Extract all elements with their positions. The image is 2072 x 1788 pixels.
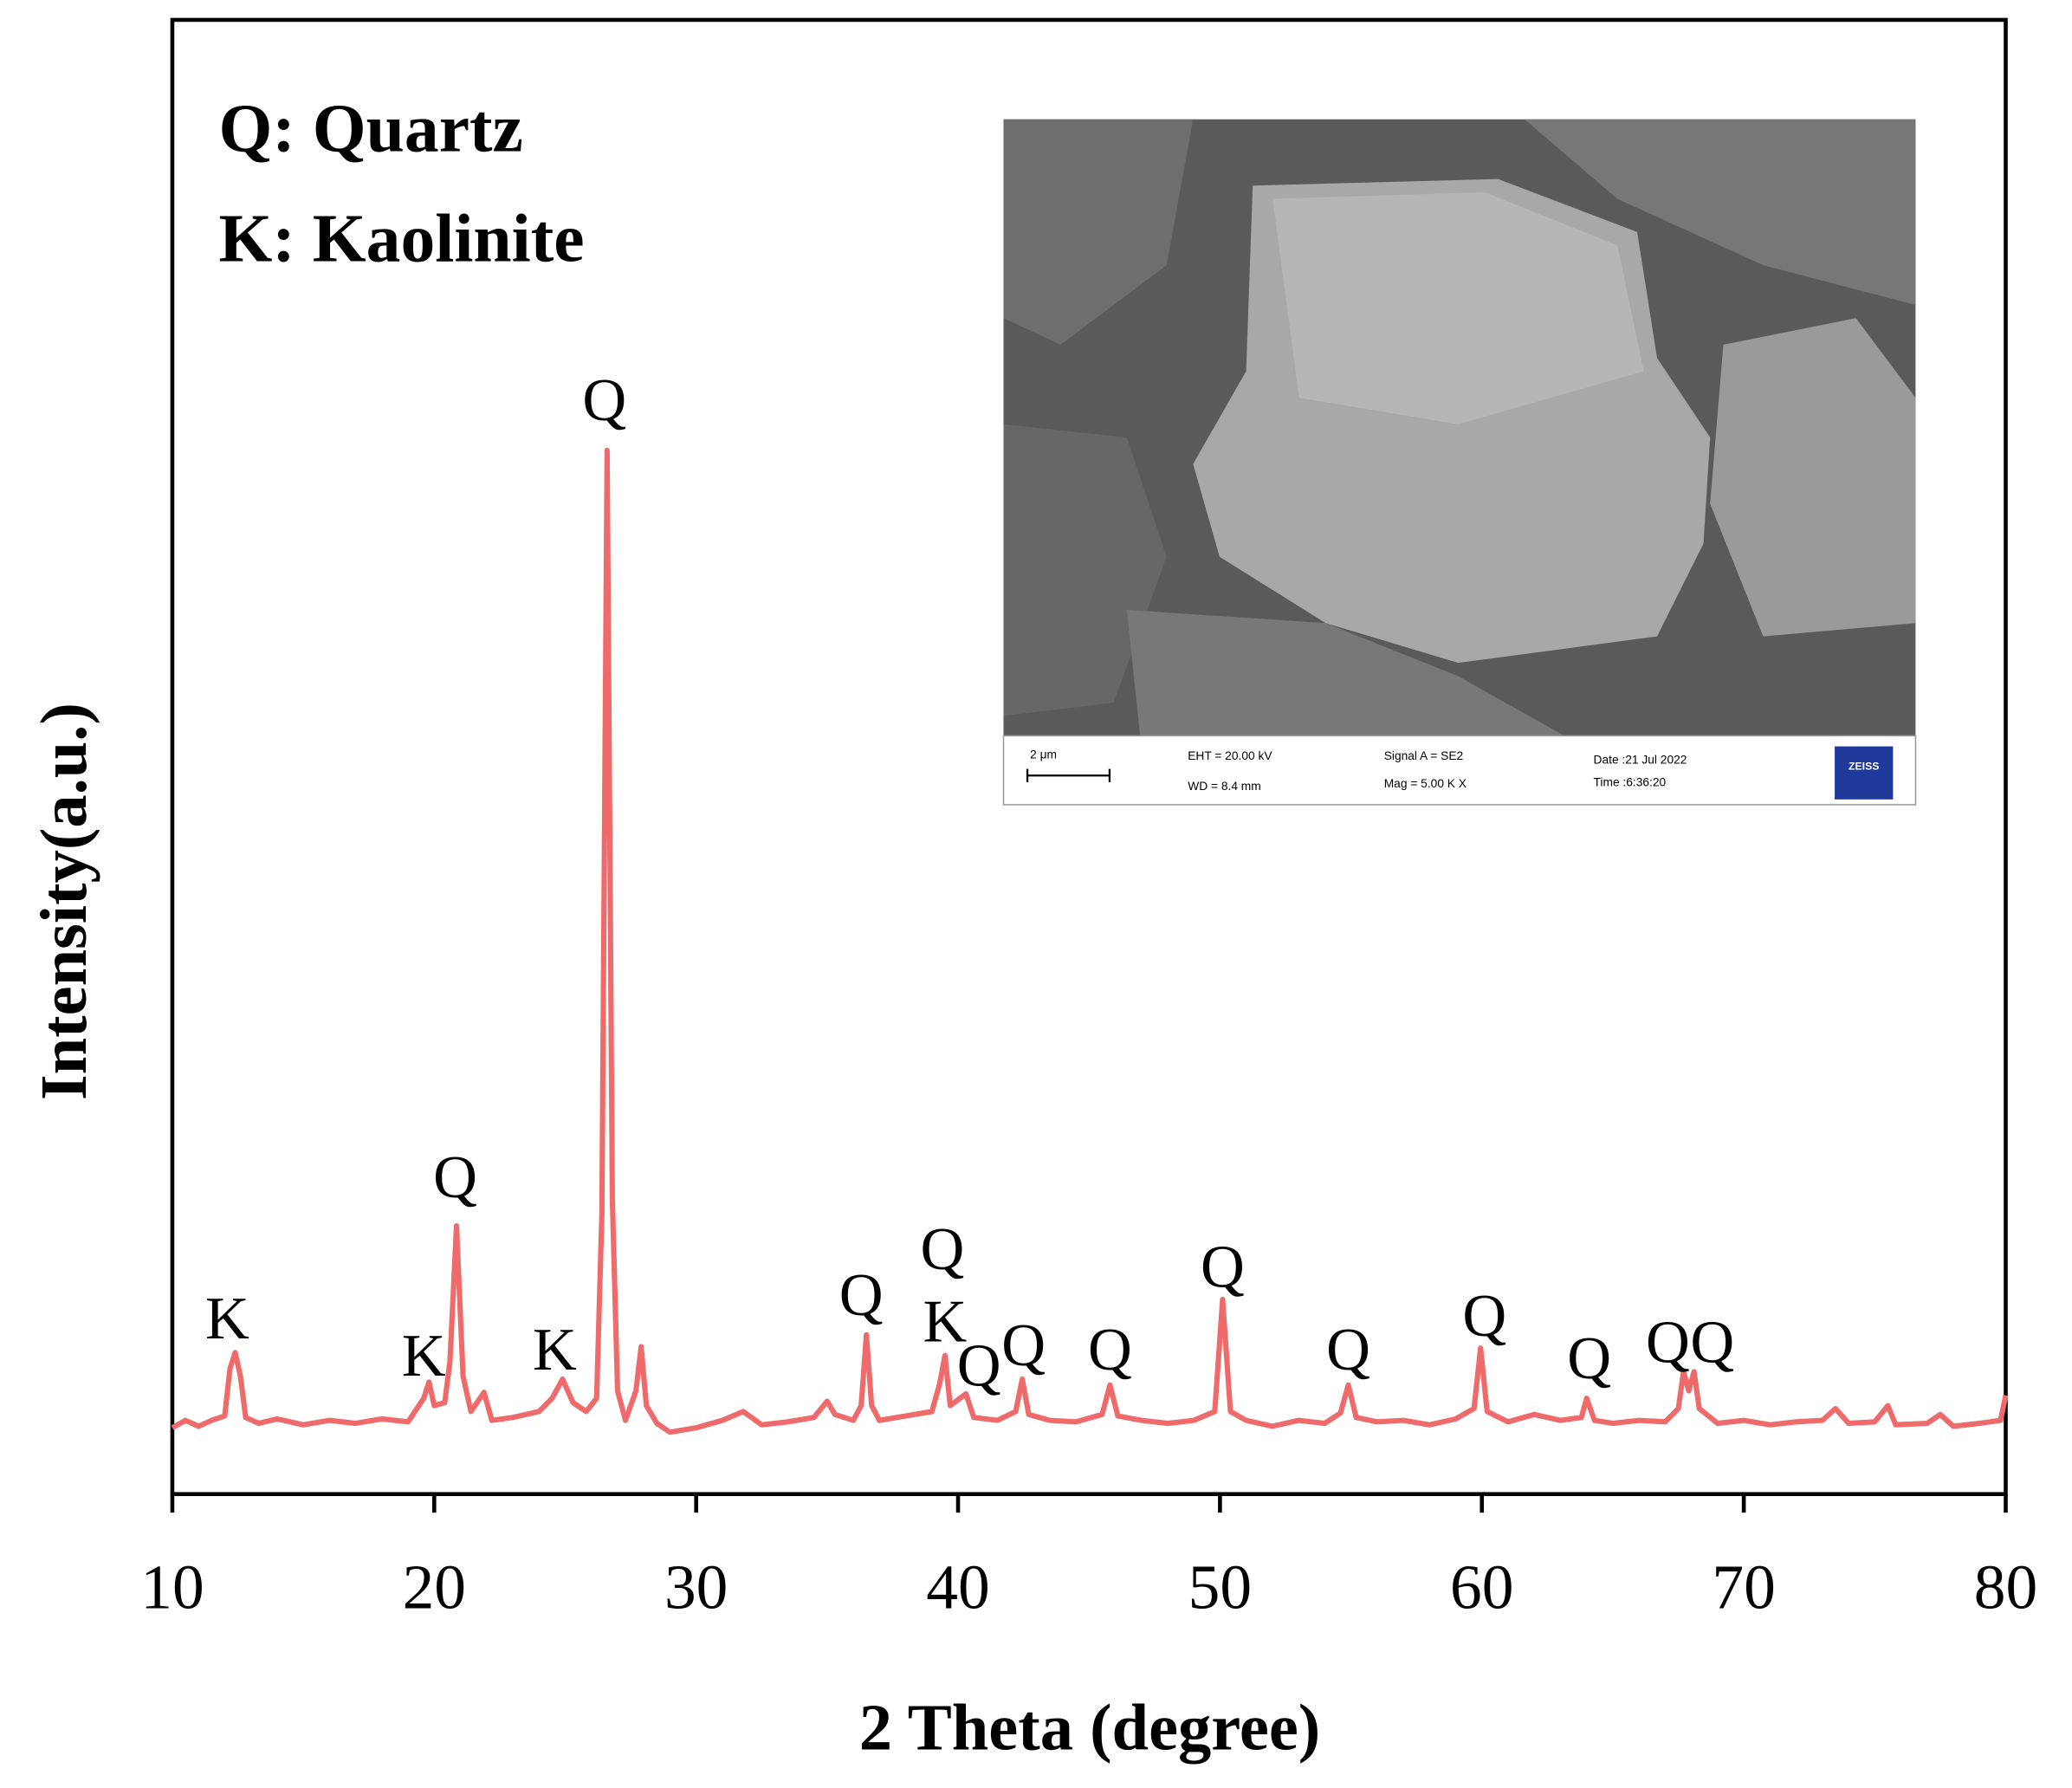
logo-text: ZEISS (1849, 761, 1879, 773)
legend-note: K: Kaolinite (219, 200, 585, 276)
sem-grain (1126, 609, 1564, 736)
sem-info-bar (1002, 735, 1917, 806)
peak-label: Q (839, 1261, 884, 1329)
peak-label: Q (1201, 1234, 1245, 1301)
sem-info: Signal A = SE2 (1384, 749, 1463, 762)
peak-label: K (923, 1288, 968, 1356)
sem-highlight (1272, 191, 1644, 424)
sem-grain (1003, 119, 1194, 345)
peak-label: Q (920, 1215, 964, 1283)
sem-info: WD = 8.4 mm (1188, 780, 1261, 793)
x-tick-label: 20 (403, 1552, 466, 1622)
sem-info: EHT = 20.00 kV (1188, 749, 1272, 762)
sem-grain (1003, 424, 1167, 716)
x-tick-label: 80 (1974, 1552, 2037, 1622)
plot-frame (170, 17, 2008, 1497)
peak-label: Q (433, 1143, 477, 1211)
legend-note: Q: Quartz (219, 90, 523, 166)
x-tick-label: 40 (926, 1552, 989, 1622)
x-tick-label: 60 (1450, 1552, 1513, 1622)
peak-label: K (402, 1322, 446, 1390)
scale-bar-label: 2 μm (1030, 748, 1057, 761)
peak-label: Q (1646, 1308, 1690, 1376)
x-tick-label: 10 (140, 1552, 204, 1622)
peak-label: Q (1462, 1282, 1506, 1350)
peak-label: Q (1088, 1316, 1132, 1383)
sem-inset: 2 μm EHT = 20.00 kV WD = 8.4 mm Signal A… (1002, 119, 1917, 806)
sem-grain (1524, 119, 1916, 305)
xrd-line (171, 447, 2009, 1435)
x-tick-label: 70 (1712, 1552, 1775, 1622)
sem-grain (1710, 318, 1916, 637)
peak-label: Q (1690, 1308, 1734, 1376)
peak-label: Q (1567, 1325, 1611, 1392)
sem-info: Date :21 Jul 2022 (1594, 753, 1687, 766)
peak-label: K (533, 1316, 577, 1383)
peak-label: K (205, 1285, 249, 1352)
logo (1835, 746, 1894, 800)
y-axis-title: Intensity(a.u.) (27, 703, 100, 1100)
x-tick-label: 50 (1188, 1552, 1252, 1622)
x-axis-title: 2 Theta (degree) (859, 1691, 1321, 1765)
sem-info: Time :6:36:20 (1594, 775, 1667, 788)
peak-label: Q (1326, 1316, 1370, 1383)
x-tick-label: 30 (664, 1552, 728, 1622)
sem-info: Mag = 5.00 K X (1384, 777, 1467, 790)
peak-label: Q (1001, 1312, 1046, 1379)
peak-label: Q (957, 1332, 1001, 1400)
peak-label: Q (582, 366, 626, 434)
